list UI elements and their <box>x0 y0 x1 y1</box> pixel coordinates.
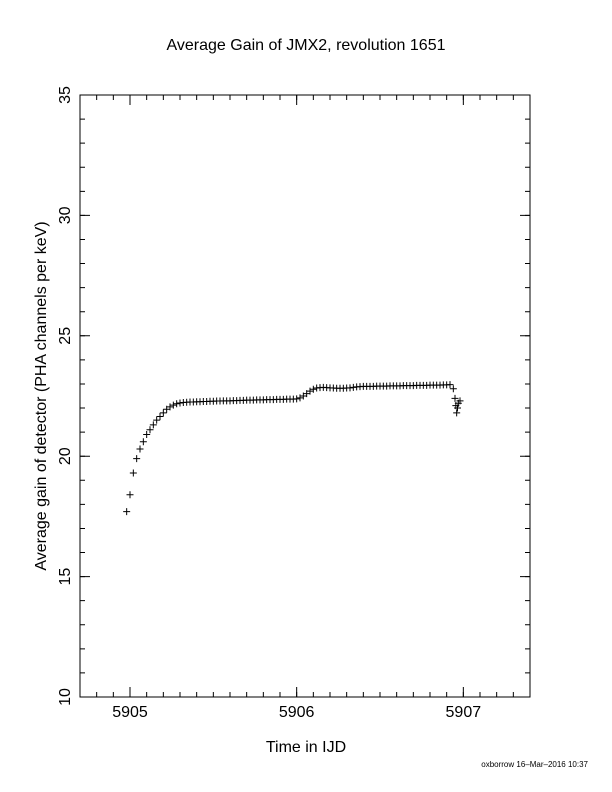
y-tick-label: 35 <box>57 86 74 104</box>
data-point <box>143 431 151 439</box>
y-tick-label: 25 <box>57 327 74 345</box>
x-tick-label: 5907 <box>446 704 482 721</box>
data-point <box>159 409 167 417</box>
data-point <box>446 381 454 389</box>
data-point <box>173 400 181 408</box>
data-point <box>149 421 157 429</box>
data-point <box>136 445 144 453</box>
plot-frame <box>79 94 531 698</box>
data-point <box>146 426 154 434</box>
data-point <box>454 404 461 412</box>
data-point <box>169 401 177 409</box>
data-point <box>123 508 131 516</box>
y-tick-label: 10 <box>57 688 74 706</box>
data-point <box>153 416 161 424</box>
data-point <box>133 455 141 463</box>
chart-title: Average Gain of JMX2, revolution 1651 <box>167 37 446 54</box>
data-point <box>293 395 301 403</box>
y-tick-label: 30 <box>57 206 74 224</box>
data-point <box>453 409 461 417</box>
y-axis-label: Average gain of detector (PHA channels p… <box>33 221 50 570</box>
data-point <box>156 412 164 420</box>
x-tick-label: 5906 <box>279 704 315 721</box>
data-point <box>449 385 457 393</box>
data-point <box>166 403 174 411</box>
y-tick-label: 15 <box>57 568 74 586</box>
data-point <box>296 394 304 402</box>
footer: oxborrow 16–Mar–2016 10:37 <box>481 760 588 769</box>
data-point <box>129 469 137 477</box>
data-point <box>126 491 134 499</box>
data-point <box>456 397 464 405</box>
y-tick-label: 20 <box>57 447 74 465</box>
data-point <box>139 438 147 446</box>
data-point <box>451 394 459 402</box>
x-axis-label: Time in IJD <box>266 739 346 756</box>
data-point <box>309 385 317 393</box>
x-tick-label: 5905 <box>112 704 148 721</box>
